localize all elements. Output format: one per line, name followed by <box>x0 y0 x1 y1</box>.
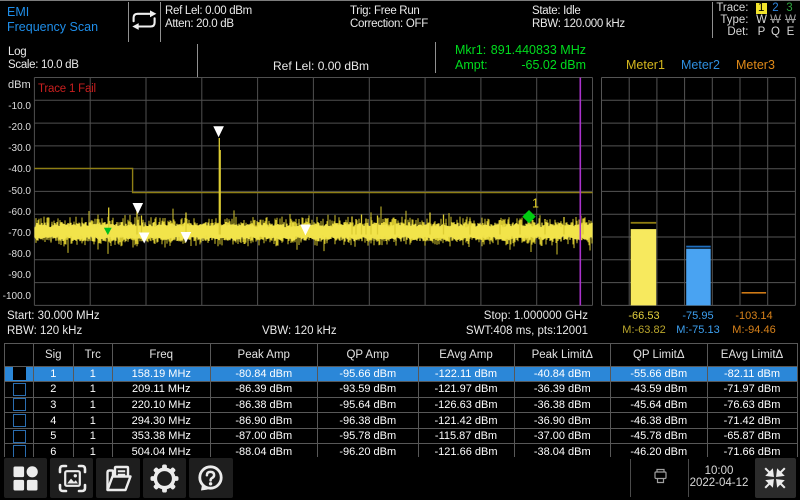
svg-text:1: 1 <box>532 197 539 211</box>
